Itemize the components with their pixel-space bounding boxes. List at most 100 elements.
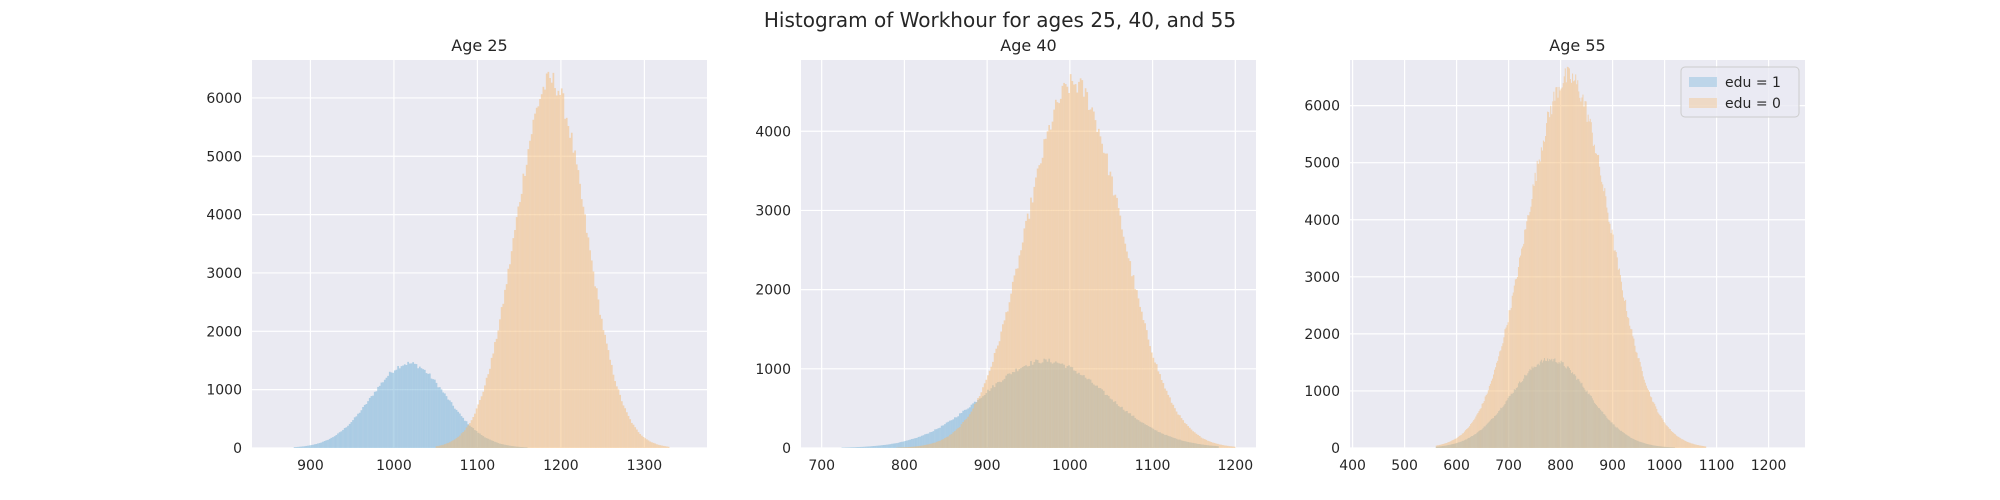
histogram-bar bbox=[1225, 445, 1228, 448]
histogram-bar bbox=[631, 422, 633, 448]
histogram-bar bbox=[1516, 276, 1518, 448]
histogram-bar bbox=[1579, 97, 1581, 448]
histogram-bar bbox=[1657, 412, 1659, 448]
histogram-bar bbox=[1079, 78, 1082, 448]
histogram-bar bbox=[357, 413, 359, 448]
histogram-bar bbox=[1629, 325, 1631, 448]
histogram-bar bbox=[1074, 84, 1077, 448]
y-tick-label: 0 bbox=[1331, 441, 1340, 457]
histogram-bar bbox=[1038, 165, 1041, 448]
histogram-bar bbox=[352, 420, 354, 448]
histogram-bar bbox=[1551, 114, 1553, 448]
histogram-bar bbox=[859, 446, 862, 448]
histogram-bar bbox=[1538, 159, 1540, 448]
histogram-bar bbox=[592, 271, 595, 448]
histogram-bar bbox=[1682, 439, 1684, 448]
histogram-bar bbox=[427, 373, 429, 448]
histogram-bar bbox=[1545, 136, 1547, 448]
histogram-bar bbox=[1162, 383, 1165, 448]
histogram-bar bbox=[1094, 120, 1097, 448]
histogram-bar bbox=[1521, 248, 1523, 448]
histogram-bar bbox=[585, 232, 588, 448]
histogram-bar bbox=[1187, 426, 1189, 448]
histogram-bar bbox=[1537, 163, 1539, 448]
histogram-bar bbox=[634, 427, 637, 448]
histogram-bar bbox=[1612, 234, 1614, 448]
histogram-bar bbox=[1486, 393, 1488, 448]
histogram-bar bbox=[1505, 327, 1507, 448]
histogram-bar bbox=[622, 405, 625, 448]
histogram-bar bbox=[1483, 401, 1485, 448]
histogram-bar bbox=[1451, 440, 1453, 448]
histogram-bar bbox=[1641, 371, 1643, 448]
histogram-bar bbox=[1160, 379, 1163, 448]
histogram-bar bbox=[1165, 390, 1168, 448]
histogram-bar bbox=[944, 424, 946, 448]
histogram-bar bbox=[1576, 84, 1578, 448]
histogram-bar bbox=[1555, 87, 1557, 448]
histogram-bar bbox=[927, 433, 930, 448]
histogram-bar bbox=[1026, 213, 1029, 448]
histogram-bar bbox=[957, 427, 960, 448]
histogram-bar bbox=[1124, 243, 1127, 448]
histogram-bar bbox=[917, 446, 920, 448]
histogram-bar bbox=[297, 446, 299, 448]
histogram-bar bbox=[1096, 131, 1098, 448]
histogram-bar bbox=[375, 391, 378, 448]
histogram-bar bbox=[342, 429, 344, 448]
histogram-bar bbox=[1439, 444, 1441, 448]
histogram-bar bbox=[1548, 112, 1550, 448]
y-tick-label: 5000 bbox=[206, 149, 242, 165]
histogram-bar bbox=[1446, 442, 1448, 448]
y-tick-label: 4000 bbox=[206, 208, 242, 224]
histogram-bar bbox=[849, 447, 852, 448]
histogram-bar bbox=[942, 425, 945, 448]
histogram-bar bbox=[1472, 421, 1474, 448]
histogram-bar bbox=[891, 443, 893, 448]
histogram-bar bbox=[565, 117, 568, 448]
histogram-bar bbox=[1701, 445, 1703, 448]
histogram-bar bbox=[365, 404, 368, 448]
histogram-bar bbox=[1109, 171, 1112, 448]
histogram-bar bbox=[621, 401, 623, 448]
histogram-bar bbox=[1633, 338, 1635, 448]
histogram-bar bbox=[560, 88, 563, 448]
histogram-bar bbox=[901, 441, 903, 448]
histogram-bar bbox=[929, 432, 931, 448]
histogram-bar bbox=[1456, 437, 1458, 448]
histogram-bar bbox=[1681, 439, 1683, 448]
histogram-bar bbox=[580, 199, 583, 448]
histogram-bar bbox=[500, 307, 503, 448]
histogram-bar bbox=[579, 183, 581, 448]
histogram-bar bbox=[520, 193, 523, 448]
histogram-bar bbox=[1474, 418, 1476, 448]
histogram-bar bbox=[392, 372, 394, 448]
histogram-bar bbox=[1471, 422, 1473, 448]
histogram-bar bbox=[1182, 420, 1185, 448]
histogram-bar bbox=[937, 428, 940, 448]
histogram-bar bbox=[1645, 385, 1647, 448]
histogram-bar bbox=[1673, 433, 1675, 448]
histogram-bar bbox=[1575, 74, 1577, 448]
histogram-bar bbox=[1499, 351, 1501, 448]
histogram-bar bbox=[863, 446, 865, 448]
histogram-bar bbox=[495, 338, 498, 448]
histogram-bar bbox=[1553, 91, 1555, 448]
histogram-bar bbox=[872, 446, 875, 448]
histogram-bar bbox=[589, 250, 591, 448]
histogram-bar bbox=[1658, 413, 1660, 448]
histogram-bar bbox=[569, 137, 571, 448]
histogram-bar bbox=[904, 447, 907, 448]
histogram-bar bbox=[1020, 250, 1022, 448]
histogram-bar bbox=[1531, 199, 1533, 448]
histogram-bar bbox=[1583, 106, 1585, 448]
histogram-bar bbox=[1573, 81, 1575, 448]
histogram-bar bbox=[1672, 432, 1674, 448]
legend: edu = 1 edu = 0 bbox=[1680, 66, 1800, 118]
histogram-bar bbox=[894, 443, 897, 448]
histogram-bar bbox=[1016, 268, 1019, 448]
histogram-bar bbox=[1154, 362, 1156, 448]
histogram-bar bbox=[1642, 376, 1644, 448]
histogram-bar bbox=[1634, 345, 1636, 448]
